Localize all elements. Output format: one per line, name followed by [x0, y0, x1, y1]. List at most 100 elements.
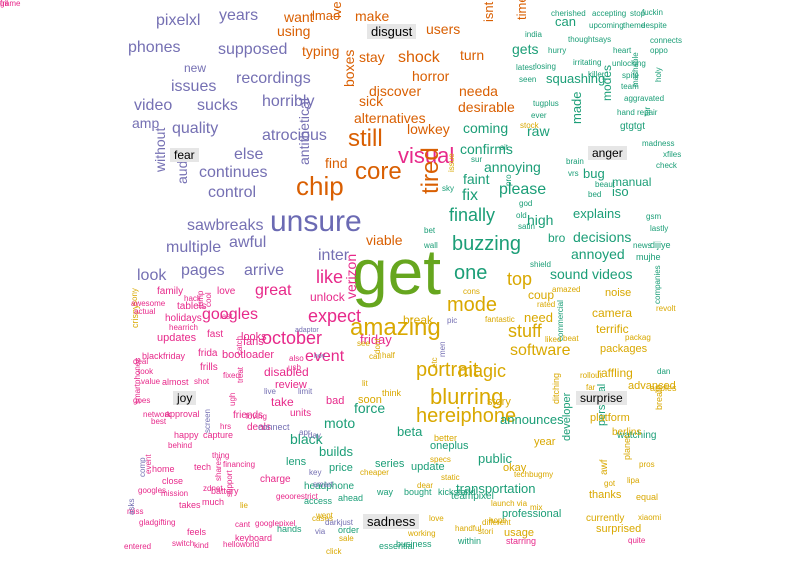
cloud-word: took	[138, 367, 154, 376]
cloud-word: india	[525, 30, 542, 39]
cloud-word: helloworld	[223, 540, 260, 549]
cloud-word: xiaomi	[638, 513, 662, 522]
cloud-word: visual	[398, 143, 455, 168]
cloud-word: still	[348, 125, 383, 152]
cloud-word: bro	[548, 231, 566, 245]
cloud-word: nov	[314, 353, 326, 360]
cloud-word: vrs	[568, 169, 579, 178]
cloud-word: call	[369, 352, 382, 361]
cloud-word: manual	[612, 175, 652, 189]
category-label-disgust: disgust	[367, 24, 417, 39]
cloud-word: half	[382, 351, 395, 360]
cloud-word: price	[329, 462, 353, 474]
cloud-word: bootloader	[222, 349, 274, 361]
cloud-word: force	[354, 400, 386, 416]
cloud-word: moto	[324, 415, 356, 431]
cloud-word: bought	[404, 487, 432, 497]
cloud-word: wall	[424, 241, 438, 250]
cloud-word: unlock	[310, 290, 345, 304]
cloud-word: inter	[318, 247, 350, 264]
cloud-word: tablets	[177, 301, 207, 312]
cloud-word: kickstand	[438, 487, 476, 497]
cloud-word: sit	[500, 143, 508, 152]
cloud-word: miss	[127, 507, 144, 516]
cloud-word: surprised	[596, 523, 642, 535]
cloud-word: gladgifting	[139, 518, 176, 527]
cloud-word: news	[633, 241, 652, 250]
cloud-word: want	[284, 9, 314, 25]
cloud-word: dijiye	[650, 240, 671, 250]
cloud-word: frills	[200, 362, 218, 373]
cloud-word: better	[434, 433, 458, 443]
cloud-word: mashable	[631, 52, 640, 87]
cloud-word: usb	[288, 363, 301, 372]
cloud-word: lastly	[650, 224, 669, 233]
cloud-word: business	[396, 539, 432, 549]
cloud-word: look	[137, 267, 167, 284]
cloud-word: entered	[124, 542, 152, 551]
cloud-word: transportation	[456, 481, 536, 496]
cloud-word: gets	[512, 41, 539, 57]
cloud-word: disabled	[264, 365, 309, 379]
cloud-word: geoorestrict	[276, 492, 318, 501]
cloud-word: see	[357, 339, 370, 348]
cloud-word: can	[555, 14, 576, 29]
cloud-word: review	[275, 379, 307, 391]
cloud-word: decisions	[573, 229, 632, 245]
cloud-word: pros	[639, 460, 655, 469]
cloud-word: builds	[319, 444, 353, 459]
cloud-word: best	[151, 417, 167, 426]
cloud-word: phones	[128, 39, 181, 56]
cloud-word: core	[355, 158, 402, 185]
cloud-word: got	[604, 479, 616, 488]
cloud-word: far	[586, 383, 596, 392]
cloud-word: awesome	[131, 299, 166, 308]
cloud-word: within	[458, 536, 482, 546]
cloud-word: berlins	[612, 427, 642, 438]
cloud-word: okay	[503, 462, 527, 474]
cloud-word: finally	[449, 205, 496, 225]
cloud-word: iso	[612, 184, 629, 199]
cloud-word: ever	[531, 111, 547, 120]
cloud-word: lowkey	[407, 121, 450, 137]
cloud-word: please	[499, 181, 547, 198]
cloud-word: gtgtgt	[620, 121, 646, 132]
cloud-word: frida	[198, 348, 218, 359]
cloud-word: approval	[165, 409, 200, 419]
cloud-word: fixed	[223, 371, 240, 380]
cloud-word: issue	[447, 153, 456, 172]
cloud-word: deals	[247, 422, 271, 433]
cloud-word: fantastic	[485, 315, 515, 324]
cloud-word: gsm	[646, 212, 662, 221]
cloud-word: advanced	[628, 380, 676, 392]
cloud-word: takes	[179, 500, 201, 510]
cloud-word: adaptor	[295, 327, 319, 334]
cloud-word: went	[316, 511, 333, 520]
cloud-word: killer	[588, 70, 605, 79]
cloud-word: thoughtsays	[568, 35, 612, 44]
cloud-word: event	[305, 348, 345, 365]
cloud-word: pages	[181, 262, 225, 279]
cloud-word: behind	[168, 441, 193, 450]
cloud-word: financing	[223, 460, 256, 469]
cloud-word: ahead	[338, 493, 364, 503]
cloud-word: amazing	[350, 314, 441, 341]
cloud-word: ive	[329, 1, 344, 18]
cloud-word: asks	[127, 498, 136, 515]
cloud-word: brain	[566, 157, 584, 166]
cloud-word: unlocking	[612, 59, 646, 68]
cloud-word: close	[162, 476, 184, 486]
cloud-word: watching	[617, 430, 657, 441]
cloud-word: switch	[172, 539, 195, 548]
cloud-word: tur	[643, 106, 652, 116]
cloud-word: shock	[398, 49, 440, 66]
cloud-word: theme	[623, 21, 646, 30]
cloud-word: value	[141, 377, 161, 386]
cloud-word: recordings	[236, 70, 311, 87]
cloud-word: dan	[657, 367, 671, 376]
cloud-word: discover	[369, 83, 422, 99]
cloud-word: madness	[642, 139, 675, 148]
cloud-word: quality	[172, 120, 219, 137]
cloud-word: amp	[132, 115, 160, 131]
cloud-word: dear	[417, 481, 434, 490]
